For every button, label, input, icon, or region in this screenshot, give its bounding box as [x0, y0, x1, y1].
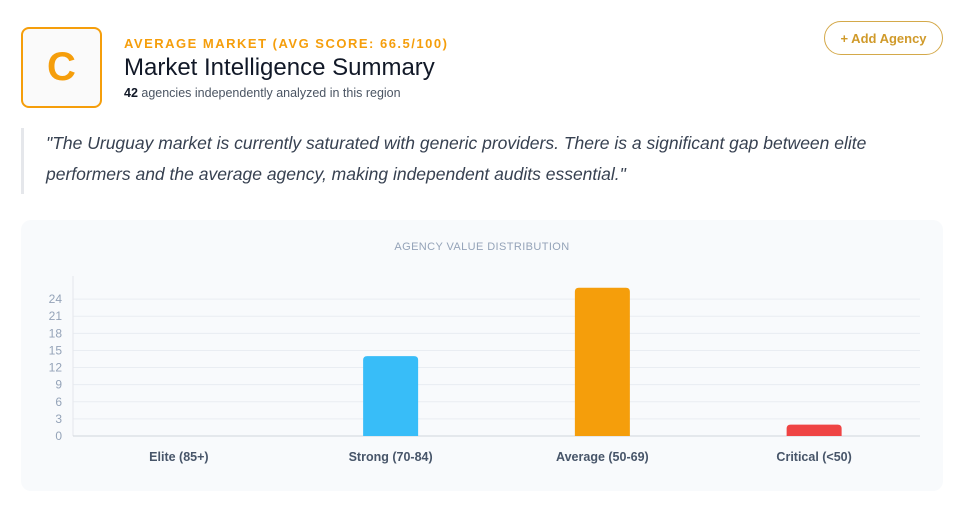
bar-strong — [363, 356, 419, 436]
y-tick-label: 21 — [49, 309, 63, 323]
bar-critical — [786, 424, 842, 436]
add-agency-button[interactable]: + Add Agency — [824, 21, 943, 55]
y-tick-label: 6 — [55, 395, 62, 409]
summary-header: AVERAGE MARKET (AVG SCORE: 66.5/100) Mar… — [124, 36, 448, 101]
y-tick-label: 9 — [55, 378, 62, 392]
agency-count: 42 — [124, 86, 138, 100]
y-tick-label: 12 — [49, 361, 63, 375]
y-tick-label: 15 — [49, 343, 63, 357]
grade-badge: C — [21, 27, 102, 108]
market-rating-eyebrow: AVERAGE MARKET (AVG SCORE: 66.5/100) — [124, 36, 449, 51]
distribution-chart-card: AGENCY VALUE DISTRIBUTION 0 3 6 9 12 15 18 21 24… — [21, 220, 943, 491]
chart-title: AGENCY VALUE DISTRIBUTION — [394, 241, 570, 253]
distribution-chart: 0 3 6 9 12 15 18 21 24 Elite (85+) Strong (70-84) A… — [49, 276, 920, 464]
x-category-label: Average (50-69) — [556, 450, 649, 464]
x-category-label: Strong (70-84) — [349, 450, 433, 464]
grade-letter: C — [47, 45, 76, 89]
bar-average — [574, 287, 630, 436]
agency-count-text: agencies independently analyzed in this … — [137, 86, 401, 100]
page-title: Market Intelligence Summary — [124, 54, 435, 81]
y-tick-label: 18 — [49, 326, 63, 340]
market-quote: "The Uruguay market is currently saturat… — [21, 128, 921, 194]
y-tick-label: 24 — [49, 292, 63, 306]
y-tick-label: 0 — [55, 429, 62, 443]
x-category-label: Elite (85+) — [149, 450, 208, 464]
agency-count-subtitle: 42 agencies independently analyzed in th… — [124, 85, 448, 101]
y-tick-label: 3 — [55, 412, 62, 426]
x-category-label: Critical (<50) — [776, 450, 851, 464]
